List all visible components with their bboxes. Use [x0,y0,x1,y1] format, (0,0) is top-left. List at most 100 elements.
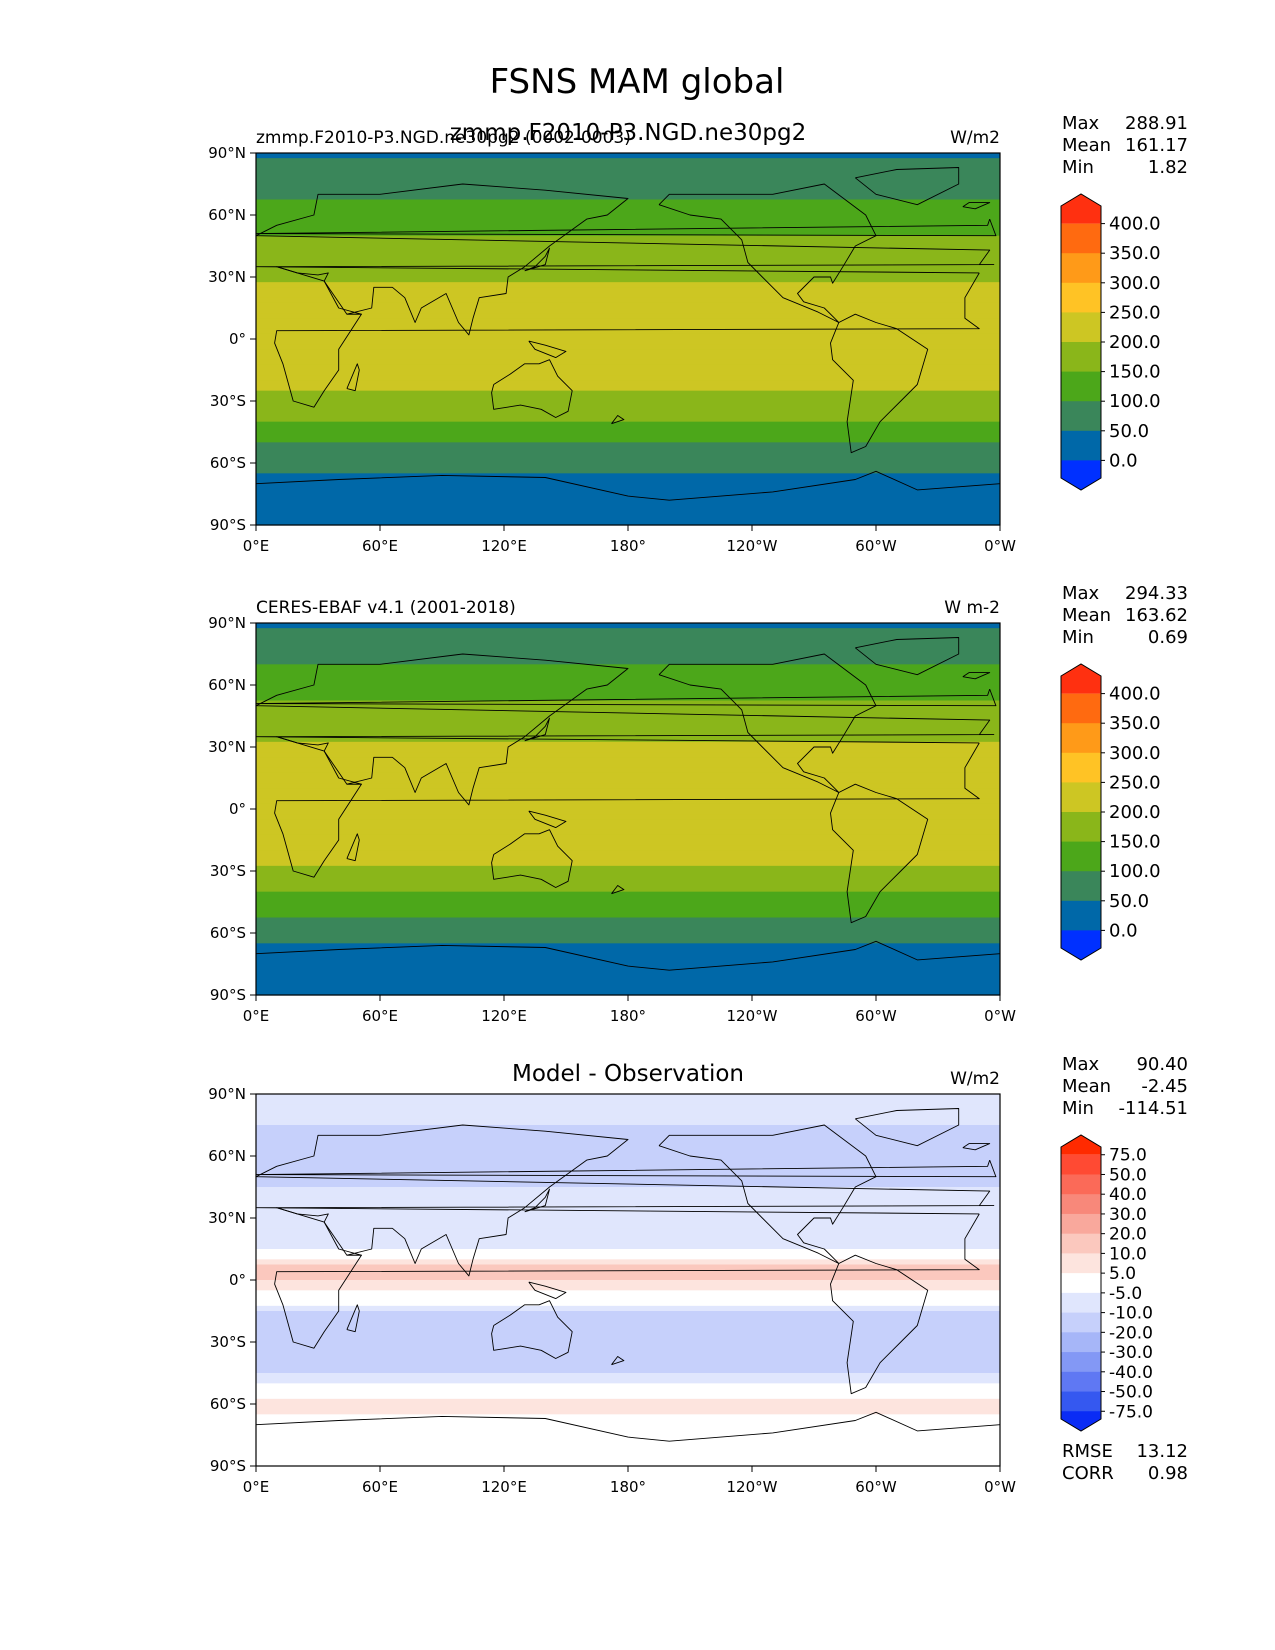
zonal-band [256,215,1000,221]
zonal-band [256,783,1000,789]
colorbar-tick-label: -75.0 [1109,1402,1153,1422]
zonal-band [256,473,1000,480]
zonal-band [256,809,1000,815]
lat-tick-label: 60°S [210,1395,246,1413]
zonal-band [256,499,1000,505]
zonal-band [256,514,1000,521]
panel-title: zmmp.F2010-P3.NGD.ne30pg2 [450,120,807,146]
zonal-band [256,1166,1000,1173]
panel-left-label: CERES-EBAF v4.1 (2001-2018) [256,598,516,618]
stat-value-corr: 0.98 [1148,1463,1188,1484]
zonal-band [256,1326,1000,1333]
coastline [658,653,877,793]
coastline [962,672,991,680]
zonal-band [256,659,1000,665]
zonal-band [256,184,1000,190]
zonal-band [256,679,1000,686]
colorbar-outline [1060,1134,1102,1432]
zonal-band [256,669,1000,676]
lat-tick-label: 90°S [210,986,246,1004]
zonal-band [256,927,1000,934]
stat-value-max: 90.40 [1136,1054,1188,1075]
colorbar-segment [1061,371,1101,402]
zonal-band [256,623,1000,629]
zonal-band [256,798,1000,805]
zonal-band [256,788,1000,795]
zonal-band [256,731,1000,738]
colorbar-tick-label: 20.0 [1109,1225,1147,1245]
zonal-band [256,1156,1000,1162]
coastline [611,885,625,895]
coastline [255,470,1001,501]
stat-value-mean: 161.17 [1125,135,1188,156]
zonal-band [256,1300,1000,1307]
lat-tick-label: 60°S [210,454,246,472]
zonal-band [256,468,1000,474]
stat-value-min: -114.51 [1119,1098,1188,1119]
zonal-band [256,1114,1000,1121]
lat-tick-label: 30°S [210,862,246,880]
stat-value-max: 288.91 [1125,113,1188,134]
colorbar-tick-label: 300.0 [1109,273,1161,294]
zonal-band [256,845,1000,851]
zonal-band [256,1212,1000,1219]
colorbar-tick-label: -5.0 [1109,1284,1142,1304]
coastline [255,266,980,408]
zonal-band [256,251,1000,257]
lat-tick-label: 90°N [208,144,246,162]
colorbar: 400.0 350.0 300.0 250.0 200.0 150.0 100.0 50.0 0… [1060,193,1161,491]
zonal-band [256,984,1000,991]
lon-tick-label: 0°W [984,537,1016,555]
colorbar-segment [1061,1135,1101,1155]
colorbar-tick-label: -10.0 [1109,1304,1153,1324]
zonal-band [256,463,1000,469]
colorbar-segment [1061,871,1101,902]
zonal-band [256,1295,1000,1302]
zonal-band [256,1192,1000,1198]
stat-label-min: Min [1062,157,1094,178]
zonal-band [256,979,1000,986]
lat-tick-label: 90°N [208,614,246,632]
stat-value-rmse: 13.12 [1136,1441,1188,1462]
zonal-band [256,447,1000,454]
zonal-band [256,778,1000,784]
stat-label-max: Max [1062,583,1100,604]
panel-units: W/m2 [950,1069,1000,1089]
colorbar-tick-label: 10.0 [1109,1244,1147,1264]
lon-tick-label: 120°W [727,537,778,555]
zonal-band [256,344,1000,350]
zonal-band [256,313,1000,319]
zonal-band [256,277,1000,283]
coastline [962,1143,991,1151]
zonal-band [256,716,1000,722]
zonal-band [256,989,1000,996]
zonal-band [256,1259,1000,1266]
colorbar-tick-label: 150.0 [1109,832,1161,853]
lat-tick-label: 0° [229,1271,246,1289]
colorbar-tick-label: 400.0 [1109,684,1161,705]
colorbar-tick-label: 50.0 [1109,891,1149,912]
zonal-band [256,674,1000,681]
zonal-band [256,282,1000,288]
zonal-band [256,153,1000,159]
zonal-band [256,359,1000,366]
coastline [962,202,991,210]
colorbar-segment [1061,1312,1101,1333]
lon-tick-label: 60°W [855,1007,897,1025]
zonal-band [256,1378,1000,1384]
zonal-band [256,1171,1000,1178]
zonal-band [256,933,1000,939]
zonal-band [256,1238,1000,1245]
zonal-band [256,1367,1000,1374]
colorbar-segment [1061,1154,1101,1175]
zonal-band [256,1176,1000,1183]
zonal-band [256,1109,1000,1116]
stat-label-mean: Mean [1062,1076,1111,1097]
zonal-band [256,1161,1000,1167]
zonal-band [256,1130,1000,1136]
coastline [255,736,980,878]
zonal-band [256,1274,1000,1281]
colorbar-tick-label: 250.0 [1109,302,1161,323]
colorbar-segment [1061,723,1101,754]
coastline [346,833,360,862]
